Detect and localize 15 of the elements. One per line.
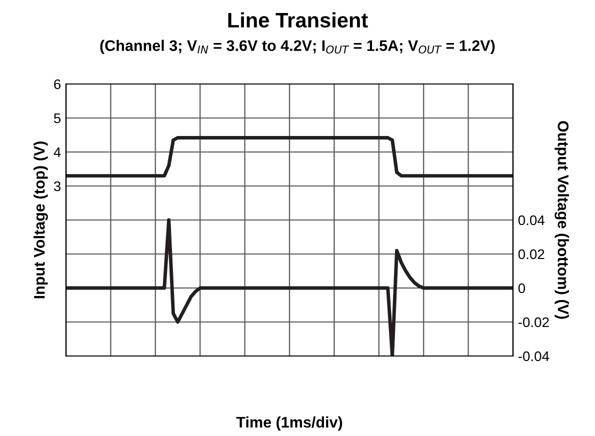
chart-subtitle: (Channel 3; V$_{IN}$ = 3.6V to 4.2V; I$_{OUT}$ = 1.5A; V$_{OUT}$ = 1.2V) [100,40,495,54]
line-series [66,136,513,178]
y2-tick-label: -0.04 [518,351,550,362]
y-tick-label: 3 [54,181,61,192]
x-axis-title: Time (1ms/div) [236,416,342,431]
y2-axis-title: Output Voltage (bottom) (V) [554,121,569,319]
y-tick-label: 5 [54,113,61,124]
chart-title: Line Transient [228,12,368,28]
y2-tick-label: 0.04 [518,215,544,226]
y2-tick-label: -0.02 [518,317,549,328]
y-tick-label: 6 [54,79,61,90]
y-axis-title: Input Voltage (top) (V) [34,142,48,298]
y2-tick-label: 0.02 [518,249,544,260]
y2-tick-label: 0 [518,283,526,294]
y-tick-label: 4 [54,147,61,158]
